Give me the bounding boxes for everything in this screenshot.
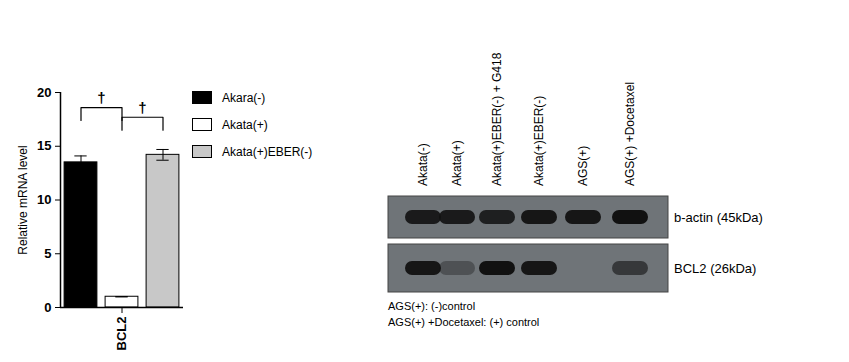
html-text:Akata(+)EBER(-): Akata(+)EBER(-) bbox=[222, 144, 313, 159]
svg-text:BCL2 (26kDa): BCL2 (26kDa) bbox=[674, 261, 756, 276]
svg-text:Akata(+)EBER(-) + G418: Akata(+)EBER(-) + G418 bbox=[490, 52, 504, 186]
html-text:Akara(-): Akara(-) bbox=[222, 90, 266, 105]
svg-text:AGS(+): (-)control: AGS(+): (-)control bbox=[388, 300, 475, 312]
svg-text:Akata(-): Akata(-) bbox=[416, 143, 430, 186]
svg-text:AGS(+): AGS(+) bbox=[576, 146, 590, 186]
svg-text:Relative mRNA level: Relative mRNA level bbox=[16, 145, 30, 254]
svg-text:10: 10 bbox=[37, 192, 51, 207]
svg-text:†: † bbox=[138, 99, 146, 116]
svg-text:15: 15 bbox=[37, 138, 51, 153]
svg-text:5: 5 bbox=[44, 246, 51, 261]
svg-text:20: 20 bbox=[37, 85, 51, 100]
svg-text:†: † bbox=[97, 89, 105, 106]
svg-text:Akata(+)EBER(-): Akata(+)EBER(-) bbox=[532, 96, 546, 186]
svg-text:AGS(+) +Docetaxel: (+) control: AGS(+) +Docetaxel: (+) control bbox=[388, 316, 539, 328]
svg-text:0: 0 bbox=[44, 300, 51, 315]
svg-text:Akata(+): Akata(+) bbox=[450, 140, 464, 186]
html-text:Akata(+): Akata(+) bbox=[222, 117, 268, 132]
svg-text:BCL2: BCL2 bbox=[114, 317, 129, 351]
svg-text:b-actin (45kDa): b-actin (45kDa) bbox=[674, 210, 763, 225]
svg-text:AGS(+) +Docetaxel: AGS(+) +Docetaxel bbox=[623, 82, 637, 186]
